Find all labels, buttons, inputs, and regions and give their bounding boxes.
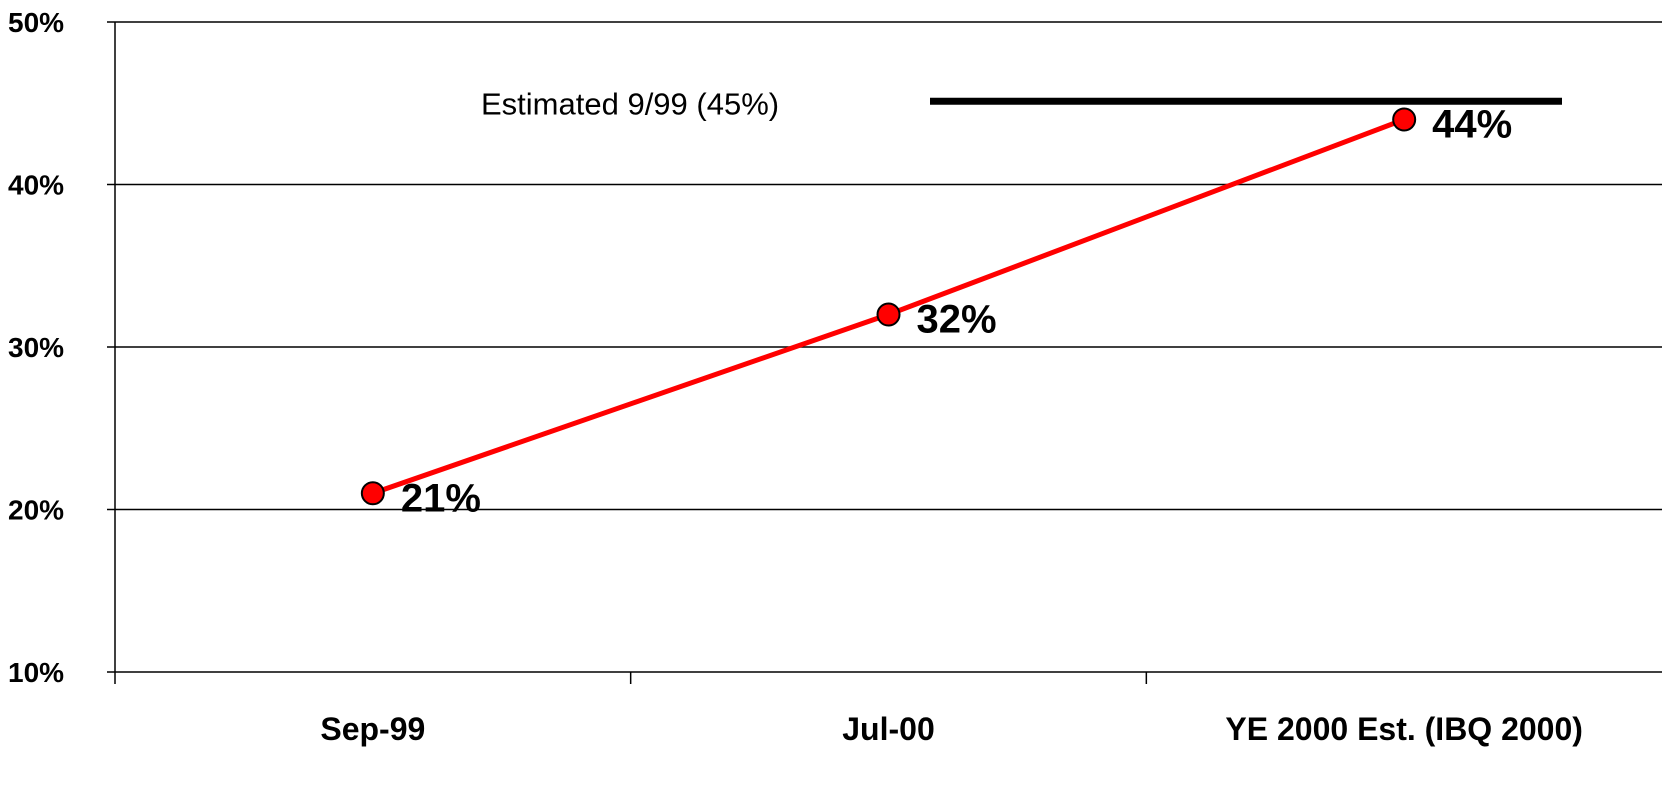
y-tick-label: 50%: [8, 7, 64, 38]
x-axis-tick-labels: Sep-99 Jul-00 YE 2000 Est. (IBQ 2000): [320, 711, 1583, 747]
x-tick-label: Jul-00: [842, 711, 934, 747]
data-label: 32%: [917, 298, 997, 342]
data-point: [876, 302, 901, 327]
data-label: 21%: [401, 476, 481, 520]
reference-line-group: Estimated 9/99 (45%): [481, 86, 1562, 121]
x-tick-label: Sep-99: [320, 711, 425, 747]
data-label: 44%: [1432, 103, 1512, 147]
x-tick-label: YE 2000 Est. (IBQ 2000): [1225, 711, 1583, 747]
y-tick-label: 30%: [8, 332, 64, 363]
series-group: 21% 32% 44%: [360, 103, 1512, 520]
axes: [107, 21, 1662, 684]
gridlines: [115, 21, 1662, 511]
reference-line-label: Estimated 9/99 (45%): [481, 86, 779, 121]
y-axis-tick-labels: 10% 20% 30% 40% 50%: [8, 7, 64, 688]
data-point: [360, 481, 385, 506]
y-tick-label: 40%: [8, 170, 64, 201]
data-point: [1392, 107, 1417, 132]
y-tick-label: 20%: [8, 495, 64, 526]
y-tick-label: 10%: [8, 657, 64, 688]
